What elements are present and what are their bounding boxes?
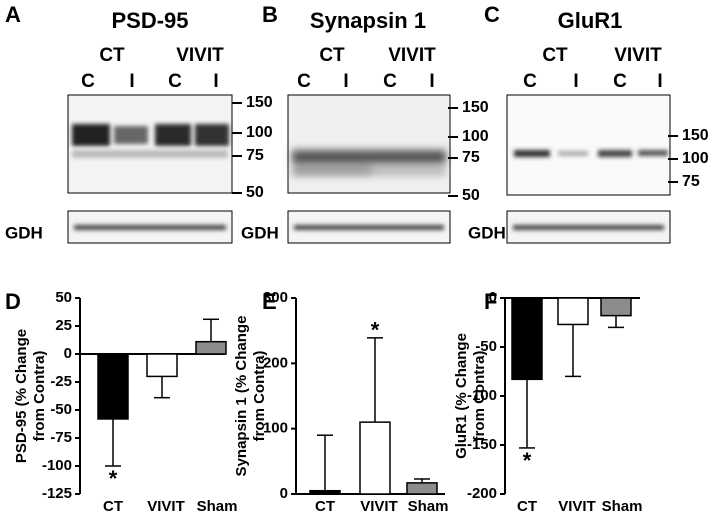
panel-label: F bbox=[484, 289, 497, 314]
group-label: VIVIT bbox=[614, 45, 662, 66]
marker-label: 75 bbox=[462, 149, 480, 166]
blot-title: GluR1 bbox=[558, 8, 623, 33]
marker-label: 100 bbox=[682, 150, 709, 167]
bar bbox=[406, 482, 438, 495]
bar bbox=[557, 297, 589, 326]
y-tick-label: -50 bbox=[50, 401, 72, 418]
x-tick-label: Sham bbox=[602, 498, 643, 515]
group-label: CT bbox=[319, 45, 345, 66]
significance-marker: * bbox=[371, 318, 380, 343]
panel-label: C bbox=[484, 2, 500, 27]
lane-label: I bbox=[429, 71, 434, 92]
panel-label: B bbox=[262, 2, 278, 27]
y-axis-label: from Contra) bbox=[251, 351, 268, 442]
y-tick-label: 200 bbox=[263, 354, 288, 371]
bar bbox=[359, 421, 391, 495]
y-tick-label: -200 bbox=[467, 485, 497, 502]
marker-label: 100 bbox=[462, 128, 489, 145]
panel-label: D bbox=[5, 289, 21, 314]
y-tick-label: -100 bbox=[467, 387, 497, 404]
y-tick-label: 300 bbox=[263, 289, 288, 306]
y-axis-label: GluR1 (% Change bbox=[453, 333, 470, 459]
loading-control-label: GDH bbox=[5, 223, 43, 242]
bar bbox=[195, 340, 227, 355]
blot-title: PSD-95 bbox=[111, 8, 188, 33]
lane-label: I bbox=[573, 71, 578, 92]
panel-label: A bbox=[5, 2, 21, 27]
bar bbox=[146, 353, 178, 378]
y-tick-label: -75 bbox=[50, 429, 72, 446]
bar bbox=[600, 297, 632, 317]
marker-label: 150 bbox=[462, 99, 489, 116]
lane-label: C bbox=[297, 71, 311, 92]
blot-title: Synapsin 1 bbox=[310, 8, 426, 33]
y-tick-label: 50 bbox=[55, 289, 72, 306]
group-label: VIVIT bbox=[176, 45, 224, 66]
bar bbox=[511, 297, 543, 381]
lane-label: C bbox=[523, 71, 537, 92]
loading-control-label: GDH bbox=[468, 223, 506, 242]
marker-label: 150 bbox=[246, 94, 273, 111]
group-label: CT bbox=[542, 45, 568, 66]
lane-label: I bbox=[657, 71, 662, 92]
x-tick-label: Sham bbox=[197, 498, 238, 515]
bar bbox=[97, 353, 129, 420]
lane-label: C bbox=[383, 71, 397, 92]
y-axis-label: from Contra) bbox=[31, 351, 48, 442]
y-axis-label: PSD-95 (% Change bbox=[13, 329, 30, 463]
marker-label: 100 bbox=[246, 124, 273, 141]
significance-marker: * bbox=[109, 466, 118, 491]
marker-label: 75 bbox=[246, 147, 264, 164]
lane-label: I bbox=[343, 71, 348, 92]
marker-label: 150 bbox=[682, 127, 709, 144]
marker-label: 50 bbox=[462, 187, 480, 204]
lane-label: C bbox=[81, 71, 95, 92]
y-tick-label: 0 bbox=[489, 289, 497, 306]
lane-label: I bbox=[129, 71, 134, 92]
y-tick-label: -100 bbox=[42, 457, 72, 474]
y-tick-label: -50 bbox=[475, 338, 497, 355]
loading-control-label: GDH bbox=[241, 223, 279, 242]
y-tick-label: 0 bbox=[64, 345, 72, 362]
x-tick-label: VIVIT bbox=[558, 498, 596, 515]
blot-image bbox=[287, 94, 451, 244]
y-tick-label: -125 bbox=[42, 485, 72, 502]
marker-label: 50 bbox=[246, 184, 264, 201]
y-axis-label: from Contra) bbox=[471, 351, 488, 442]
significance-marker: * bbox=[523, 448, 532, 473]
y-tick-label: 25 bbox=[55, 317, 72, 334]
x-tick-label: CT bbox=[517, 498, 537, 515]
blot-image bbox=[67, 94, 233, 244]
lane-label: C bbox=[613, 71, 627, 92]
x-tick-label: Sham bbox=[408, 498, 449, 515]
y-tick-label: -150 bbox=[467, 436, 497, 453]
group-label: VIVIT bbox=[388, 45, 436, 66]
group-label: CT bbox=[99, 45, 125, 66]
y-tick-label: -25 bbox=[50, 373, 72, 390]
x-tick-label: VIVIT bbox=[147, 498, 185, 515]
panel-label: E bbox=[262, 289, 277, 314]
x-tick-label: CT bbox=[315, 498, 335, 515]
marker-label: 75 bbox=[682, 173, 700, 190]
x-tick-label: VIVIT bbox=[360, 498, 398, 515]
bar bbox=[309, 489, 341, 495]
y-tick-label: 100 bbox=[263, 420, 288, 437]
blot-image bbox=[506, 94, 671, 244]
lane-label: I bbox=[213, 71, 218, 92]
x-tick-label: CT bbox=[103, 498, 123, 515]
y-axis-label: Synapsin 1 (% Change bbox=[233, 316, 250, 477]
lane-label: C bbox=[168, 71, 182, 92]
y-tick-label: 0 bbox=[280, 485, 288, 502]
